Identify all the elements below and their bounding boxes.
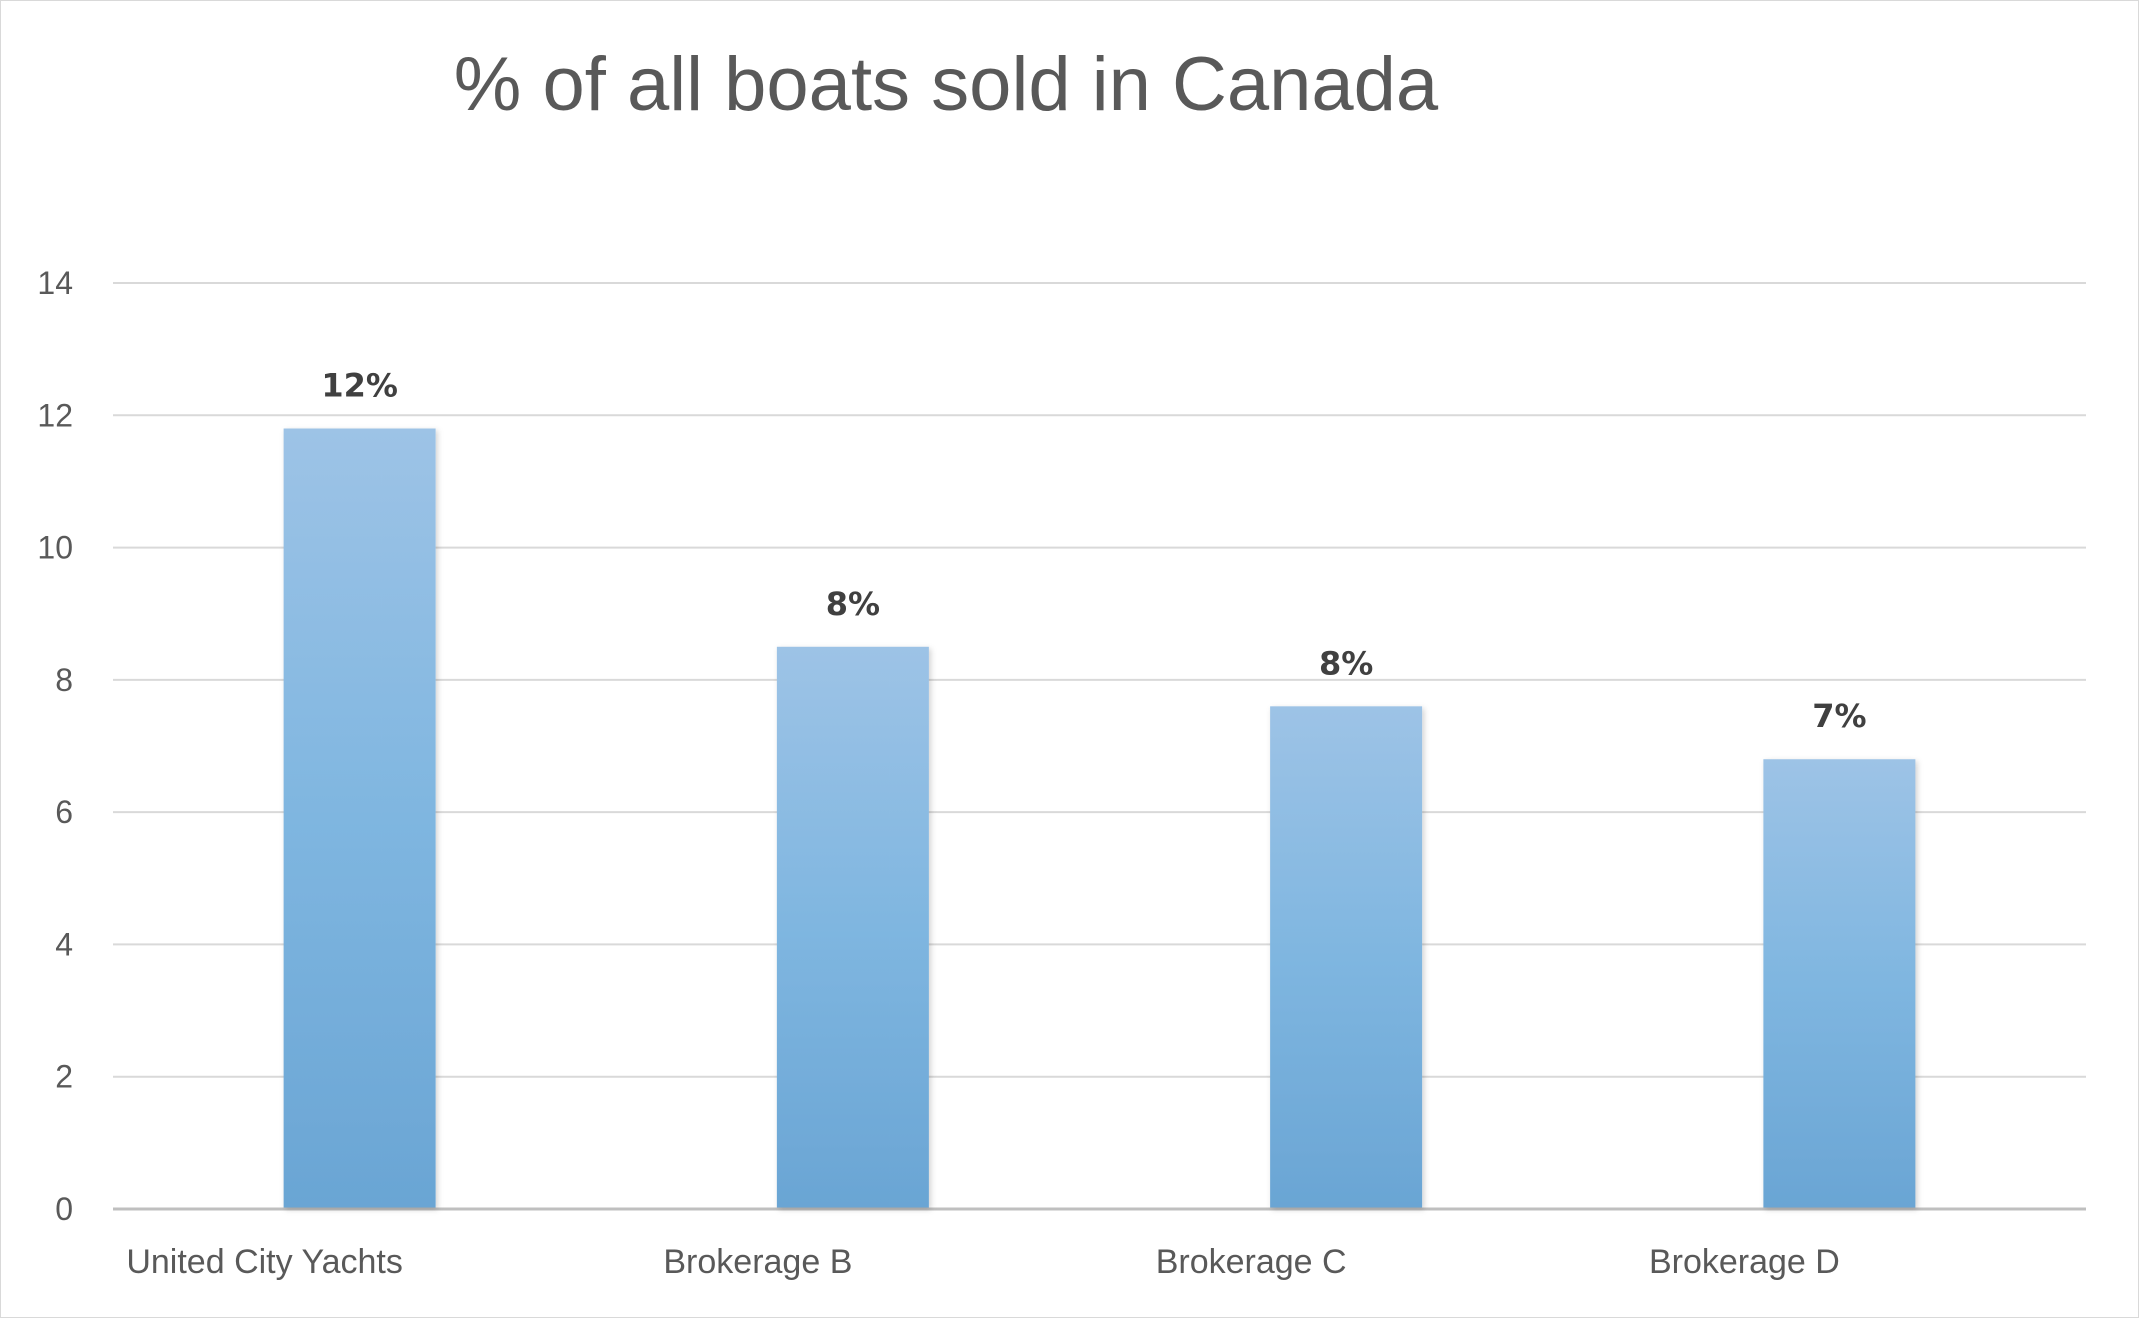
data-label: 8%	[1319, 644, 1373, 682]
y-tick-label: 2	[55, 1059, 73, 1095]
data-label: 12%	[321, 367, 398, 405]
data-label: 8%	[826, 585, 880, 623]
y-tick-label: 12	[37, 397, 73, 433]
bar	[283, 428, 436, 1208]
gridlines	[113, 282, 2086, 1211]
bar	[1763, 759, 1916, 1208]
category-label: Brokerage C	[1156, 1243, 1347, 1281]
y-tick-label: 10	[37, 530, 73, 566]
x-axis-categories: United City Yachts Brokerage B Brokerage C…	[126, 1243, 1839, 1281]
category-label: Brokerage D	[1649, 1243, 1840, 1281]
y-tick-label: 6	[55, 794, 73, 830]
y-tick-label: 8	[55, 662, 73, 698]
y-tick-label: 4	[55, 926, 73, 962]
chart-title: % of all boats sold in Canada	[453, 42, 1439, 127]
category-label: Brokerage B	[663, 1243, 852, 1281]
data-labels: 12% 8% 8% 7%	[321, 367, 1866, 736]
y-tick-label: 14	[37, 265, 73, 301]
y-axis-ticks: 0 2 4 6 8 10 12 14	[37, 265, 73, 1227]
category-label: United City Yachts	[126, 1243, 403, 1281]
data-label: 7%	[1812, 697, 1866, 735]
bar	[1270, 706, 1423, 1208]
bar	[776, 646, 929, 1208]
bars	[283, 428, 1916, 1208]
y-tick-label: 0	[55, 1191, 73, 1227]
